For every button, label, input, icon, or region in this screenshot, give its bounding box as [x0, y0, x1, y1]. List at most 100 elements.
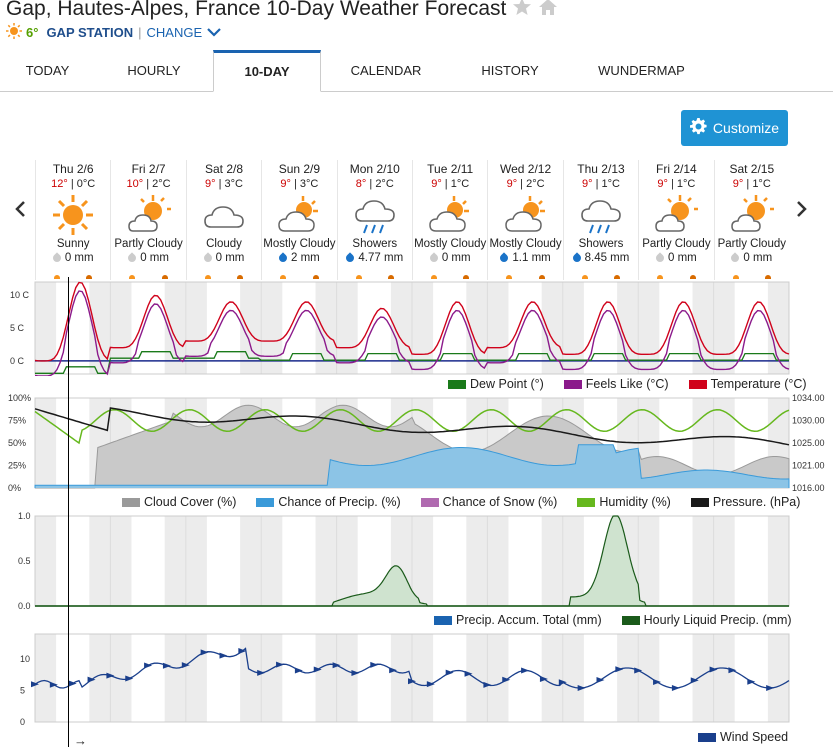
sun-times	[262, 272, 336, 280]
sunrise-icon	[355, 275, 362, 279]
legend-feels-like[interactable]: Feels Like (°C)	[563, 377, 669, 391]
legend-precip-accum[interactable]: Precip. Accum. Total (mm)	[434, 613, 602, 627]
next-arrow-icon[interactable]	[796, 198, 808, 224]
day-cell[interactable]: Tue 2/11 9° | 1°C Mostly Cloudy 0 mm	[412, 160, 487, 280]
customize-button[interactable]: Customize	[681, 110, 788, 146]
change-station-link[interactable]: CHANGE	[146, 25, 203, 40]
night-band	[412, 282, 434, 374]
temperature-series	[34, 281, 790, 362]
tick-label: 5 C	[10, 323, 25, 333]
day-cell[interactable]: Thu 2/6 12° | 0°C Sunny 0 mm	[35, 160, 110, 280]
low-temp: 1°C	[450, 178, 470, 190]
tab-hourly[interactable]: HOURLY	[127, 63, 181, 78]
tab-wundermap[interactable]: WUNDERMAP	[598, 63, 685, 78]
raindrop-icon	[729, 252, 742, 264]
wind-direction-arrow	[351, 669, 360, 676]
legend-label: Wind Speed	[720, 730, 789, 744]
tick-label: 25%	[8, 461, 26, 471]
legend-chance-snow[interactable]: Chance of Snow (%)	[420, 495, 558, 509]
night-band	[767, 634, 789, 722]
low-temp: 3°C	[224, 178, 243, 190]
day-cell[interactable]: Thu 2/13 9° | 1°C Showers 8.45 mm	[562, 160, 638, 280]
day-temps: 9° | 1°C	[431, 178, 470, 190]
tick-label: 1030.00	[792, 416, 825, 426]
tick-label: 1025.00	[792, 438, 825, 448]
day-temps: 8° | 2°C	[355, 178, 394, 190]
cloud-weather-icon	[187, 192, 261, 238]
day-cell[interactable]: Fri 2/7 10° | 2°C Partly Cloudy 0 mm	[110, 160, 185, 280]
wind-direction-arrow	[728, 667, 737, 674]
low-temp: 2°C	[152, 178, 171, 190]
night-band	[713, 398, 735, 488]
legend-label: Hourly Liquid Precip. (mm)	[643, 613, 792, 627]
legend-pressure[interactable]: Pressure. (hPa)	[690, 495, 800, 509]
mostly-weather-icon	[488, 192, 562, 238]
right-arrow-icon: →	[74, 733, 87, 748]
prev-arrow-icon[interactable]	[14, 198, 26, 224]
night-band	[336, 516, 358, 606]
sunset-icon	[764, 275, 771, 279]
raindrop-icon	[51, 252, 63, 264]
home-icon[interactable]	[538, 0, 558, 22]
low-temp: 3°C	[299, 178, 319, 190]
night-band	[35, 398, 57, 488]
wind-direction-arrow	[294, 667, 303, 674]
precip-legend: Precip. Accum. Total (mm) Hourly Liquid …	[420, 613, 792, 627]
wind-direction-arrow	[426, 681, 435, 688]
tab-calendar[interactable]: CALENDAR	[350, 63, 422, 78]
day-cell[interactable]: Sat 2/8 9° | 3°C Cloudy 0 mm	[185, 160, 261, 280]
rain-weather-icon	[564, 192, 638, 238]
raindrop-icon	[344, 252, 357, 264]
legend-humidity[interactable]: Humidity (%)	[577, 495, 671, 509]
night-band	[35, 516, 57, 606]
legend-label: Feels Like (°C)	[585, 377, 669, 391]
wind-direction-arrow	[539, 675, 548, 682]
tick-label: 75%	[8, 416, 26, 426]
low-temp: 2°C	[526, 178, 545, 190]
night-band	[713, 516, 735, 606]
day-temps: 9° | 1°C	[732, 178, 771, 190]
precip-amount: 8.45 mm	[564, 252, 638, 264]
wind-direction-arrow	[709, 666, 718, 673]
tick-label: 50%	[8, 438, 26, 448]
tick-label: 0.0	[18, 601, 31, 611]
legend-temperature[interactable]: Temperature (°C)	[688, 377, 807, 391]
tab-today[interactable]: TODAY	[25, 63, 70, 78]
low-temp: 1°C	[752, 178, 771, 190]
legend-wind-speed[interactable]: Wind Speed	[698, 730, 788, 744]
day-cell[interactable]: Fri 2/14 9° | 1°C Partly Cloudy 0 mm	[638, 160, 713, 280]
day-cell[interactable]: Sun 2/9 9° | 3°C Mostly Cloudy 2 mm	[261, 160, 336, 280]
wind-direction-arrow	[690, 677, 699, 684]
favorite-star-icon[interactable]	[512, 0, 532, 22]
night-band	[541, 516, 563, 606]
tick-label: 1016.00	[792, 483, 825, 493]
chevron-down-icon[interactable]	[207, 25, 221, 40]
tab-history[interactable]: HISTORY	[481, 63, 539, 78]
legend-hourly-liquid[interactable]: Hourly Liquid Precip. (mm)	[621, 613, 792, 627]
day-name: Sat 2/15	[729, 162, 775, 176]
precip-value: 0 mm	[140, 252, 169, 264]
legend-label: Chance of Snow (%)	[442, 495, 558, 509]
day-temps: 9° | 1°C	[582, 178, 620, 190]
day-cell[interactable]: Mon 2/10 8° | 2°C Showers 4.77 mm	[336, 160, 412, 280]
legend-chance-precip[interactable]: Chance of Precip. (%)	[256, 495, 401, 509]
tick-label: 100%	[8, 393, 31, 403]
day-cell[interactable]: Wed 2/12 9° | 2°C Mostly Cloudy 1.1 mm	[487, 160, 562, 280]
precip-value: 0 mm	[441, 252, 471, 264]
time-cursor[interactable]	[68, 277, 69, 747]
tick-label: 10	[20, 654, 30, 664]
wind-direction-arrow	[634, 667, 643, 674]
precip-value: 1.1 mm	[512, 252, 551, 264]
legend-cloud-cover[interactable]: Cloud Cover (%)	[122, 495, 236, 509]
precip-amount: 2 mm	[262, 252, 336, 264]
legend-dew-point[interactable]: Dew Point (°)	[448, 377, 544, 391]
condition: Partly Cloudy	[717, 238, 786, 250]
night-band	[261, 634, 283, 722]
raindrop-icon	[126, 252, 138, 264]
tick-label: 1.0	[18, 511, 31, 521]
station-name[interactable]: GAP STATION	[46, 25, 134, 40]
partly-weather-icon	[111, 192, 185, 238]
tab-10-day[interactable]: 10-DAY	[213, 50, 321, 92]
day-cell[interactable]: Sat 2/15 9° | 1°C Partly Cloudy 0 mm	[713, 160, 789, 280]
day-name: Sun 2/9	[278, 162, 321, 176]
